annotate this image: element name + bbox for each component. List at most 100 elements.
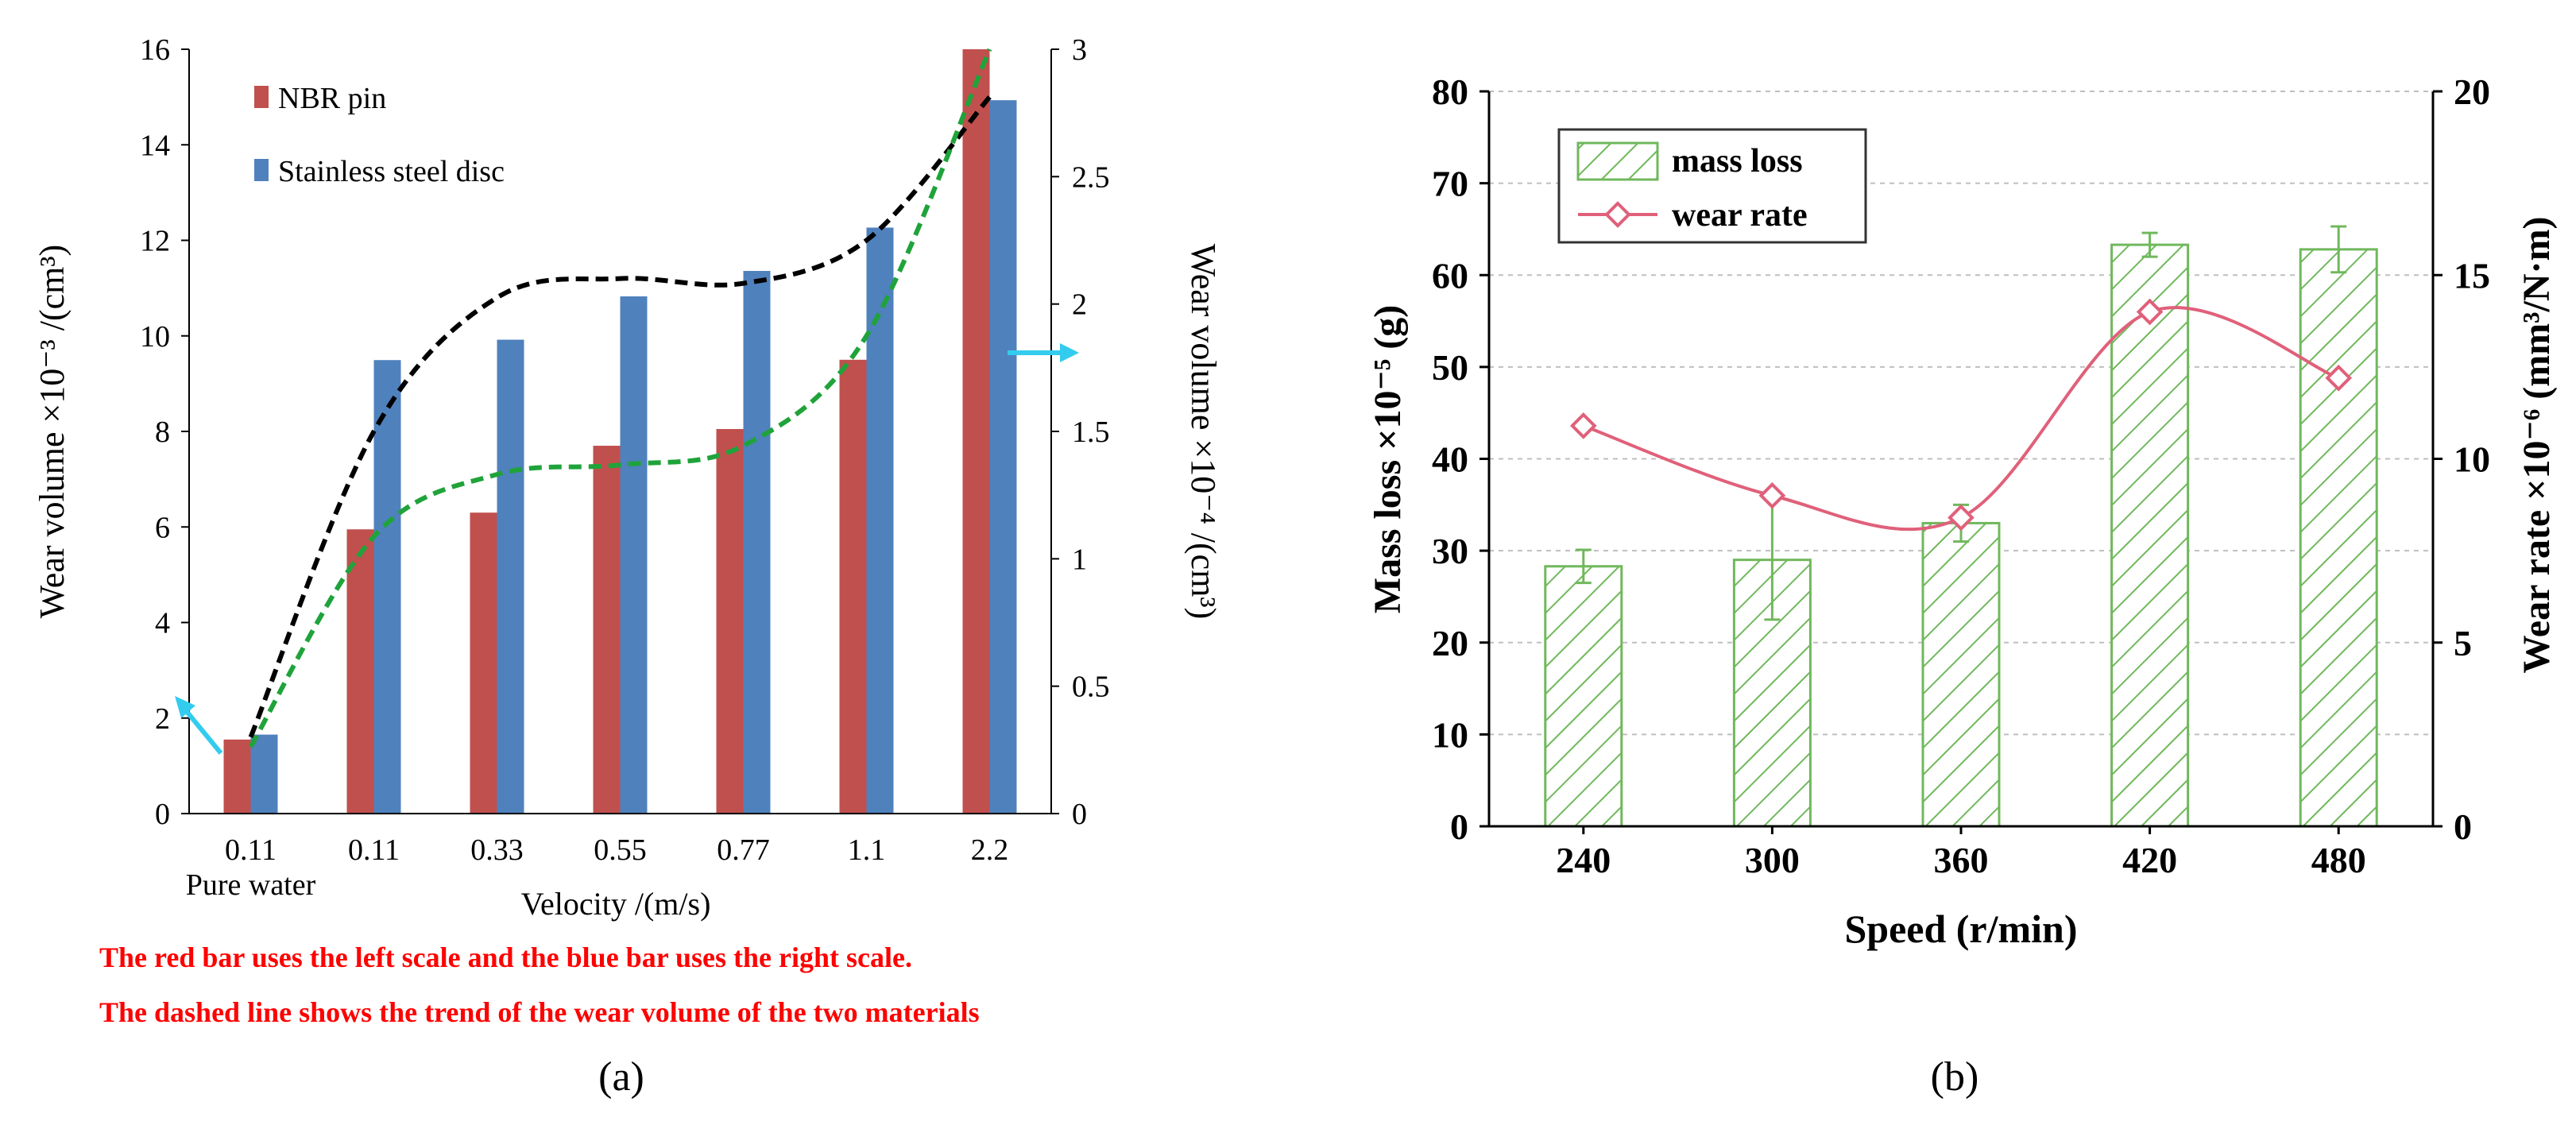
left-tick-label: 10	[140, 320, 170, 354]
legend-swatch-mass-loss	[1576, 141, 1659, 181]
mass-loss-bar	[2110, 243, 2190, 828]
right-tick-label: 1.5	[1072, 416, 1110, 449]
left-tick-label: 80	[1432, 72, 1468, 112]
left-tick-label: 10	[1432, 714, 1468, 755]
stainless-disc-bar	[250, 734, 278, 814]
panel-b-bars	[1544, 243, 2378, 828]
nbr-pin-bar	[593, 446, 621, 814]
legend-marker-wear-rate	[1604, 201, 1631, 228]
right-tick-label: 0	[1072, 798, 1087, 831]
x-tick-label: 360	[1934, 840, 1989, 880]
legend-label-nbr-pin: NBR pin	[278, 82, 386, 115]
right-tick-label: 1	[1072, 543, 1087, 576]
x-tick-label: 0.11	[348, 833, 400, 867]
wear-rate-point	[2325, 364, 2353, 392]
panel-a-bars	[223, 49, 1017, 814]
left-tick-label: 4	[155, 607, 170, 640]
mass-loss-bar	[1544, 565, 1623, 828]
left-tick-label: 70	[1432, 164, 1468, 204]
stainless-disc-bar	[620, 296, 648, 814]
left-tick-label: 6	[155, 511, 170, 544]
panel-a-label: (a)	[598, 1054, 644, 1100]
panel-b-ticks: 0 10 20 30 40 50 60 70 80 0 5 10 15 20	[1432, 72, 2490, 847]
x-tick-label: 2.2	[971, 833, 1009, 867]
mass-loss-bar	[1921, 521, 2001, 828]
stainless-disc-bar	[743, 270, 771, 814]
nbr-pin-bar	[346, 529, 374, 814]
panel-a-x-title: Velocity /(m/s)	[521, 886, 711, 922]
panel-b-legend: mass loss wear rate	[1557, 128, 1867, 244]
panel-b-x-tick-labels: 240 300 360 420 480	[1556, 826, 2366, 880]
x-tick-sublabel: Pure water	[186, 868, 316, 902]
wear-rate-curve	[1583, 306, 2339, 532]
panel-b: 0 10 20 30 40 50 60 70 80 0 5 10 15 20 240 300 360 420 48…	[1367, 72, 2558, 1100]
right-tick-label: 0	[2454, 806, 2472, 847]
x-tick-label: 240	[1556, 840, 1611, 880]
panel-a-legend: NBR pin Stainless steel disc	[254, 82, 505, 188]
x-tick-label: 0.33	[470, 833, 524, 867]
nbr-pin-bar	[839, 359, 867, 814]
x-tick-label: 480	[2311, 840, 2366, 880]
panel-a-y-left-title: Wear volume ×10⁻³ /(cm³)	[33, 245, 72, 618]
right-tick-label: 5	[2454, 623, 2472, 663]
left-tick-label: 16	[140, 33, 170, 67]
right-tick-label: 10	[2454, 439, 2490, 480]
note-trend: The dashed line shows the trend of the w…	[99, 996, 980, 1028]
nbr-pin-bar	[716, 428, 744, 814]
left-tick-label: 40	[1432, 439, 1468, 480]
nbr-pin-bar	[223, 739, 251, 814]
trend-line-black	[248, 95, 992, 738]
wear-rate-point	[2136, 298, 2164, 326]
left-tick-label: 50	[1432, 347, 1468, 388]
x-tick-label: 1.1	[848, 833, 886, 867]
panel-a-trend-lines	[248, 48, 992, 748]
stainless-disc-bar	[497, 339, 524, 814]
right-tick-label: 20	[2454, 72, 2490, 112]
left-tick-label: 12	[140, 225, 170, 258]
right-tick-label: 0.5	[1072, 671, 1110, 704]
wear-rate-point	[1569, 412, 1597, 439]
right-tick-label: 2.5	[1072, 160, 1110, 194]
nbr-pin-bar	[962, 49, 990, 814]
legend-label-stainless-disc: Stainless steel disc	[278, 155, 505, 188]
legend-swatch-stainless-disc	[254, 159, 269, 181]
left-tick-label: 0	[155, 798, 170, 831]
left-tick-label: 30	[1432, 531, 1468, 571]
x-tick-label: 420	[2122, 840, 2177, 880]
x-tick-label: 0.11	[225, 833, 277, 867]
right-scale-arrow	[1008, 343, 1079, 362]
panel-b-label: (b)	[1931, 1054, 1979, 1100]
x-tick-label: 300	[1745, 840, 1800, 880]
trend-line-green	[248, 48, 992, 748]
stainless-disc-bar	[373, 360, 401, 814]
legend-swatch-nbr-pin	[254, 86, 269, 108]
nbr-pin-bar	[470, 512, 497, 814]
x-tick-label: 0.77	[717, 833, 770, 867]
right-tick-label: 3	[1072, 33, 1087, 67]
panel-a-y-right-title: Wear volume ×10⁻⁴ /(cm³)	[1184, 244, 1223, 620]
left-scale-arrow	[175, 696, 223, 755]
panel-a-ticks: 0 2 4 6 8 10 12 14 16 0 0.5 1 1.5 2 2.5 3	[140, 33, 1110, 831]
left-tick-label: 14	[140, 129, 170, 162]
panel-b-x-title: Speed (r/min)	[1844, 907, 2077, 951]
left-tick-label: 8	[155, 416, 170, 449]
left-tick-label: 20	[1432, 623, 1468, 663]
panel-b-y-right-title: Wear rate ×10⁻⁶ (mm³/N·m)	[2516, 216, 2558, 673]
stainless-disc-bar	[989, 100, 1017, 814]
legend-label-wear-rate: wear rate	[1672, 197, 1808, 234]
left-tick-label: 2	[155, 702, 170, 736]
right-tick-label: 15	[2454, 255, 2490, 296]
note-scales: The red bar uses the left scale and the …	[99, 941, 912, 973]
panel-b-y-left-title: Mass loss ×10⁻⁵ (g)	[1367, 305, 1409, 613]
wear-rate-point	[1758, 481, 1786, 509]
stainless-disc-bar	[866, 227, 894, 814]
right-tick-label: 2	[1072, 288, 1087, 322]
x-tick-label: 0.55	[594, 833, 647, 867]
left-tick-label: 60	[1432, 255, 1468, 296]
panel-b-wear-rate-line	[1569, 298, 2353, 532]
legend-label-mass-loss: mass loss	[1672, 143, 1803, 180]
left-tick-label: 0	[1450, 806, 1468, 847]
